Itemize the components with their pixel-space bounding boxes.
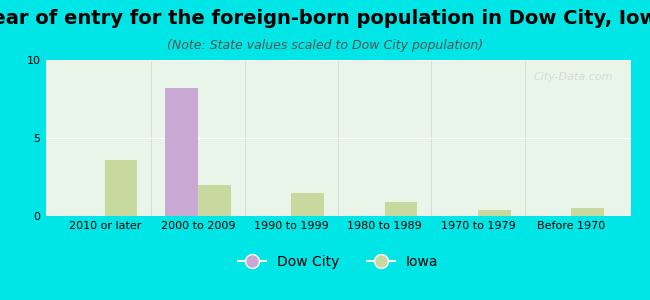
Bar [291,193,324,216]
Bar [165,88,198,216]
Bar [105,160,137,216]
Text: City-Data.com: City-Data.com [534,73,613,82]
Bar [385,202,417,216]
Text: (Note: State values scaled to Dow City population): (Note: State values scaled to Dow City p… [167,39,483,52]
Legend: Dow City, Iowa: Dow City, Iowa [232,250,444,274]
Text: Year of entry for the foreign-born population in Dow City, Iowa: Year of entry for the foreign-born popul… [0,9,650,28]
Bar [478,210,511,216]
Bar [198,185,231,216]
Bar [571,208,604,216]
